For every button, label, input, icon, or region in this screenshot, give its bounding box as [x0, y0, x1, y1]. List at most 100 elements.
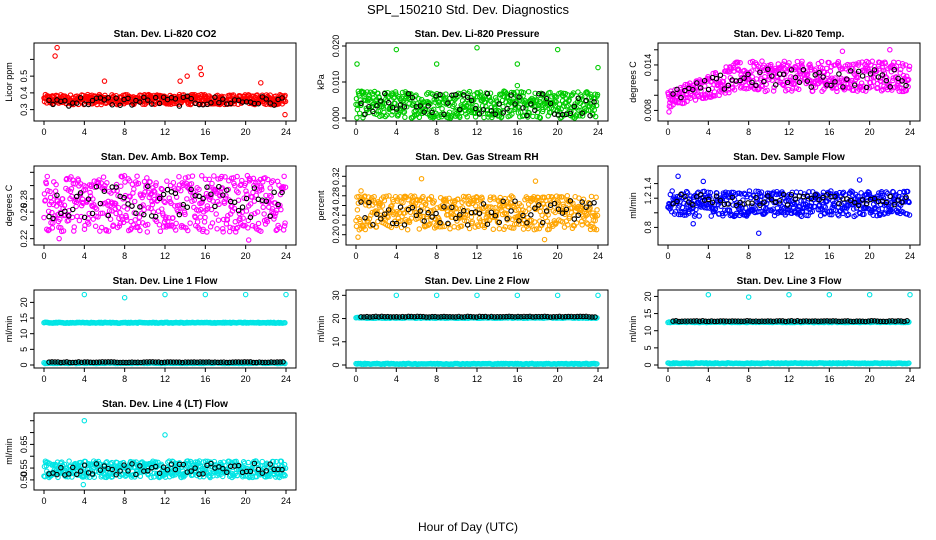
- data-point: [856, 177, 863, 183]
- data-point: [879, 65, 886, 71]
- data-point: [121, 294, 128, 301]
- data-point: [827, 68, 834, 74]
- data-point: [676, 89, 683, 96]
- data-point: [145, 221, 151, 228]
- data-point: [850, 61, 856, 68]
- data-point: [445, 100, 451, 106]
- data-point: [794, 58, 801, 65]
- data-point: [275, 201, 281, 208]
- data-point: [869, 83, 875, 90]
- data-point: [455, 196, 461, 202]
- data-point: [170, 215, 176, 221]
- x-tick-label: 4: [706, 374, 711, 384]
- data-point: [731, 87, 738, 93]
- data-point: [374, 103, 380, 109]
- x-tick-label: 16: [200, 374, 210, 384]
- data-point: [759, 193, 765, 200]
- data-point: [197, 65, 204, 71]
- data-point: [116, 223, 123, 229]
- data-point: [413, 92, 419, 98]
- data-point: [45, 208, 52, 215]
- data-point: [397, 204, 404, 210]
- data-point: [158, 185, 165, 192]
- data-point: [808, 84, 815, 90]
- y-tick-label: 0.22: [19, 230, 29, 248]
- series-points: [41, 44, 289, 118]
- data-point: [231, 199, 238, 206]
- data-point: [682, 196, 689, 203]
- data-point: [242, 291, 249, 298]
- data-point: [441, 223, 448, 230]
- panel-title: Stan. Dev. Amb. Box Temp.: [101, 152, 229, 163]
- data-point: [896, 78, 902, 85]
- x-tick-label: 24: [905, 374, 915, 384]
- data-point: [794, 73, 800, 79]
- data-point: [425, 103, 431, 109]
- data-point: [839, 48, 846, 55]
- data-point: [136, 219, 142, 226]
- data-point: [91, 201, 97, 208]
- data-point: [156, 100, 163, 107]
- data-point: [479, 195, 485, 202]
- x-tick-label: 24: [281, 251, 291, 261]
- data-point: [86, 210, 92, 217]
- data-point: [513, 207, 519, 214]
- data-point: [216, 183, 222, 190]
- data-point: [196, 193, 202, 199]
- data-point: [553, 220, 559, 226]
- x-tick-label: 16: [200, 127, 210, 137]
- data-point: [556, 194, 563, 200]
- data-point: [875, 195, 881, 202]
- data-point: [181, 209, 188, 215]
- data-point: [113, 184, 119, 190]
- data-point: [105, 212, 112, 219]
- data-point: [806, 189, 812, 195]
- x-tick-label: 24: [593, 251, 603, 261]
- data-point: [113, 95, 119, 101]
- data-point: [378, 98, 384, 104]
- x-tick-label: 12: [472, 127, 482, 137]
- data-point: [414, 197, 421, 204]
- data-point: [282, 220, 288, 226]
- x-tick-label: 4: [82, 374, 87, 384]
- data-point: [58, 225, 64, 231]
- y-tick-label: 0.5: [19, 70, 29, 83]
- data-point: [214, 226, 220, 232]
- data-point: [899, 61, 906, 67]
- data-point: [279, 95, 285, 101]
- data-point: [151, 188, 157, 194]
- data-point: [725, 82, 732, 89]
- data-point: [215, 217, 222, 223]
- series-points: [665, 47, 913, 115]
- data-point: [890, 77, 896, 84]
- data-point: [593, 226, 600, 233]
- data-point: [476, 111, 483, 117]
- y-axis-label: kPa: [316, 74, 326, 90]
- y-tick-label: 15: [643, 309, 653, 319]
- data-point: [421, 218, 427, 224]
- data-point: [786, 60, 792, 66]
- data-point: [895, 75, 901, 82]
- data-point: [584, 220, 590, 226]
- data-point: [555, 206, 562, 212]
- data-point: [591, 107, 598, 113]
- data-point: [98, 210, 104, 217]
- data-point: [693, 80, 700, 86]
- data-point: [276, 225, 283, 231]
- data-point: [132, 217, 138, 223]
- x-tick-label: 0: [41, 374, 46, 384]
- y-tick-label: 0.014: [643, 54, 653, 77]
- data-point: [62, 97, 68, 104]
- data-point: [429, 109, 435, 116]
- x-tick-label: 4: [82, 251, 87, 261]
- data-point: [480, 106, 487, 113]
- data-point: [514, 292, 521, 299]
- data-point: [592, 217, 598, 224]
- data-point: [278, 206, 284, 213]
- x-tick-label: 20: [553, 127, 563, 137]
- data-point: [141, 211, 147, 218]
- data-point: [89, 210, 96, 217]
- data-point: [370, 222, 376, 228]
- data-point: [127, 194, 133, 200]
- data-point: [366, 103, 372, 110]
